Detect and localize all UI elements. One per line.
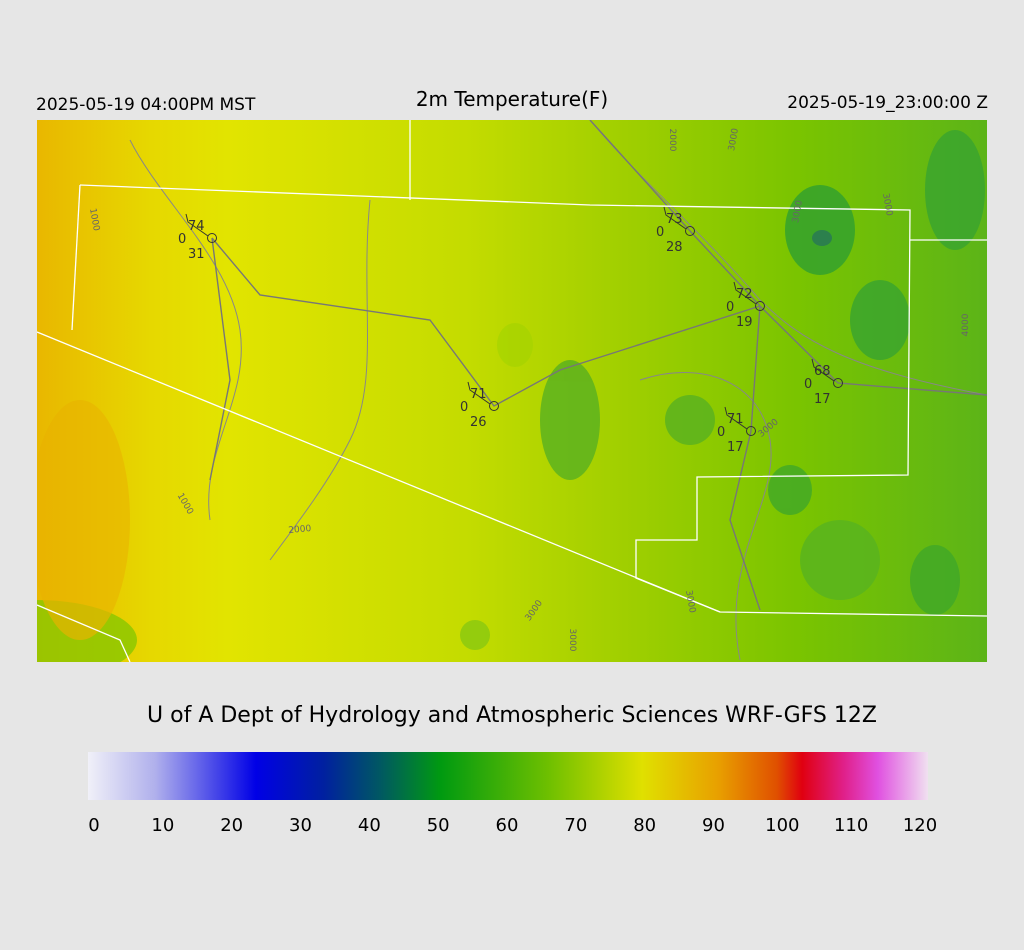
contour-label: 3000 — [727, 127, 741, 152]
colorbar-tick-label: 100 — [765, 815, 799, 836]
colorbar-tick-label: 70 — [564, 815, 587, 836]
contour-label: 4000 — [961, 313, 971, 336]
wind-barb — [724, 406, 748, 430]
map-title: 2m Temperature(F) — [416, 87, 608, 111]
station-temperature: 71 — [727, 412, 744, 427]
credit: U of A Dept of Hydrology and Atmospheric… — [147, 703, 877, 728]
wind-barb — [811, 358, 835, 382]
station-dewpoint: 19 — [736, 315, 753, 330]
station-temperature: 74 — [188, 219, 205, 234]
station-cloud-cover: 0 — [726, 300, 734, 315]
station-dewpoint: 17 — [727, 440, 744, 455]
field-patches — [37, 130, 985, 662]
station-circle — [489, 401, 499, 411]
colorbar-tick-label: 90 — [702, 815, 725, 836]
contour-label: 3000 — [791, 199, 805, 224]
wind-barb — [733, 281, 757, 305]
station-temperature: 68 — [814, 364, 831, 379]
contour-label: 3000 — [683, 590, 697, 615]
station-cloud-cover: 0 — [460, 400, 468, 415]
station-cloud-cover: 0 — [178, 232, 186, 247]
station-circle — [755, 301, 765, 311]
station-circle — [685, 226, 695, 236]
station-temperature: 71 — [470, 387, 487, 402]
roads — [209, 120, 987, 611]
colorbar-ticks: 0 10 20 30 40 50 60 70 80 90 100 110 120 — [88, 815, 937, 836]
station-cloud-cover: 0 — [717, 425, 725, 440]
station-dewpoint: 28 — [666, 240, 683, 255]
colorbar-tick-label: 30 — [289, 815, 312, 836]
colorbar — [88, 752, 928, 800]
station-circle — [207, 233, 217, 243]
colorbar-tick-label: 0 — [88, 815, 99, 836]
contour-label: 1000 — [87, 208, 101, 233]
colorbar-tick-label: 40 — [358, 815, 381, 836]
wind-barb — [663, 206, 687, 230]
station-circle — [746, 426, 756, 436]
station-temperature: 73 — [666, 212, 683, 227]
wind-barb — [185, 213, 209, 237]
colorbar-tick-label: 120 — [903, 815, 937, 836]
contour-label: 2000 — [288, 524, 312, 536]
station-cloud-cover: 0 — [804, 377, 812, 392]
station-temperature: 72 — [736, 287, 753, 302]
station-dewpoint: 17 — [814, 392, 831, 407]
station-circle — [833, 378, 843, 388]
colorbar-tick-label: 10 — [151, 815, 174, 836]
station-cloud-cover: 0 — [656, 225, 664, 240]
contour-label: 3000 — [880, 193, 894, 218]
wind-barb — [467, 381, 491, 405]
boundaries — [37, 120, 987, 662]
station-dewpoint: 26 — [470, 415, 487, 430]
contour-label: 2000 — [667, 129, 677, 152]
colorbar-tick-label: 60 — [496, 815, 519, 836]
colorbar-tick-label: 50 — [427, 815, 450, 836]
colorbar-tick-label: 110 — [834, 815, 868, 836]
valid-utc-time: 2025-05-19_23:00:00 Z — [787, 93, 988, 113]
valid-local-time: 2025-05-19 04:00PM MST — [36, 95, 256, 115]
colorbar-tick-label: 20 — [220, 815, 243, 836]
colorbar-tick-label: 80 — [633, 815, 656, 836]
contour-label: 3000 — [567, 629, 577, 652]
station-dewpoint: 31 — [188, 247, 205, 262]
